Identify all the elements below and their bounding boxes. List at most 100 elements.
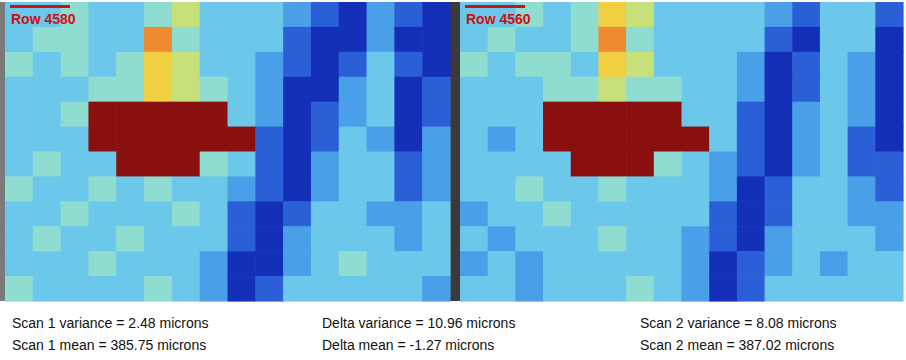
heat-cell: [88, 127, 116, 153]
heat-cell: [709, 276, 737, 302]
heat-cell: [200, 77, 228, 103]
heat-cell: [654, 2, 682, 28]
heat-cell: [228, 77, 256, 103]
heatmap-panel: [5, 2, 451, 302]
heat-cell: [460, 201, 488, 227]
heat-cell: [172, 176, 200, 202]
heat-cell: [144, 152, 172, 178]
heat-cell: [460, 226, 488, 252]
heat-cell: [88, 102, 116, 128]
heat-cell: [394, 251, 422, 277]
heat-cell: [571, 251, 599, 277]
heat-cell: [394, 152, 422, 178]
heat-cell: [116, 201, 144, 227]
heat-cell: [33, 276, 61, 302]
heat-cell: [848, 152, 876, 178]
heat-cell: [422, 152, 450, 178]
heat-cell: [875, 201, 903, 227]
heat-cell: [116, 102, 144, 128]
heat-cell: [765, 201, 793, 227]
heat-cell: [488, 102, 516, 128]
stat-text: Delta variance = 10.96 microns: [322, 315, 515, 331]
heat-cell: [875, 176, 903, 202]
heat-cell: [654, 102, 682, 128]
heat-cell: [571, 176, 599, 202]
heat-cell: [61, 52, 89, 78]
heat-cell: [626, 251, 654, 277]
heat-cell: [172, 127, 200, 153]
heat-cell: [311, 102, 339, 128]
heat-cell: [460, 152, 488, 178]
heat-cell: [765, 27, 793, 53]
heat-cell: [255, 77, 283, 103]
heat-cell: [543, 2, 571, 28]
heat-cell: [515, 226, 543, 252]
heat-cell: [88, 2, 116, 28]
heat-cell: [543, 102, 571, 128]
heat-cell: [311, 2, 339, 28]
heat-cell: [33, 77, 61, 103]
heat-cell: [598, 251, 626, 277]
heat-cell: [88, 52, 116, 78]
heat-cell: [200, 276, 228, 302]
stat-text: Delta mean = -1.27 microns: [322, 337, 494, 353]
heat-cell: [626, 102, 654, 128]
heat-cell: [792, 201, 820, 227]
heat-cell: [792, 27, 820, 53]
heat-cell: [875, 276, 903, 302]
heat-cell: [875, 152, 903, 178]
heat-cell: [682, 201, 710, 227]
heat-cell: [820, 201, 848, 227]
heat-cell: [820, 77, 848, 103]
heat-cell: [543, 27, 571, 53]
heat-cell: [116, 251, 144, 277]
heat-cell: [598, 152, 626, 178]
heat-cell: [460, 27, 488, 53]
heat-cell: [255, 127, 283, 153]
heat-cell: [367, 127, 395, 153]
heat-cell: [200, 226, 228, 252]
heat-cell: [61, 201, 89, 227]
heat-cell: [33, 251, 61, 277]
heat-cell: [737, 127, 765, 153]
heat-cell: [144, 201, 172, 227]
heat-cell: [339, 27, 367, 53]
heat-cell: [488, 226, 516, 252]
heat-cell: [875, 127, 903, 153]
heat-cell: [228, 201, 256, 227]
heat-cell: [737, 52, 765, 78]
heat-cell: [255, 27, 283, 53]
heat-cell: [682, 251, 710, 277]
heat-cell: [515, 127, 543, 153]
heat-cell: [255, 251, 283, 277]
heat-cell: [792, 251, 820, 277]
heat-cell: [792, 127, 820, 153]
heat-cell: [172, 77, 200, 103]
heat-cell: [709, 251, 737, 277]
panel-title: Row 4580: [11, 11, 76, 27]
heat-cell: [61, 102, 89, 128]
heat-cell: [654, 276, 682, 302]
heat-cell: [682, 77, 710, 103]
heat-cell: [172, 2, 200, 28]
heat-cell: [792, 52, 820, 78]
heat-cell: [848, 201, 876, 227]
heat-cell: [255, 102, 283, 128]
heat-cell: [5, 251, 33, 277]
heat-cell: [394, 52, 422, 78]
heat-cell: [33, 152, 61, 178]
heat-cell: [33, 52, 61, 78]
heat-cell: [394, 276, 422, 302]
heat-cell: [367, 276, 395, 302]
heat-cell: [116, 52, 144, 78]
heat-cell: [255, 276, 283, 302]
heat-cell: [422, 77, 450, 103]
heat-cell: [820, 52, 848, 78]
heat-cell: [283, 2, 311, 28]
heat-cell: [228, 251, 256, 277]
heat-cell: [88, 226, 116, 252]
heat-cell: [792, 2, 820, 28]
heat-cell: [598, 176, 626, 202]
heat-cell: [875, 52, 903, 78]
heat-cell: [598, 77, 626, 103]
